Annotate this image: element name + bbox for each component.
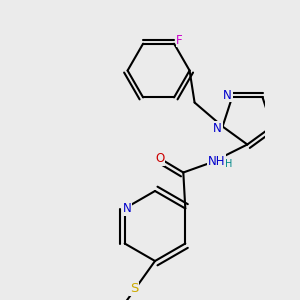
- Text: N: N: [123, 202, 132, 215]
- Text: F: F: [176, 34, 183, 46]
- Text: S: S: [130, 283, 138, 296]
- Text: N: N: [223, 88, 232, 102]
- Text: N: N: [213, 122, 222, 135]
- Text: H: H: [225, 159, 232, 169]
- Text: O: O: [155, 152, 164, 165]
- Text: NH: NH: [208, 155, 225, 168]
